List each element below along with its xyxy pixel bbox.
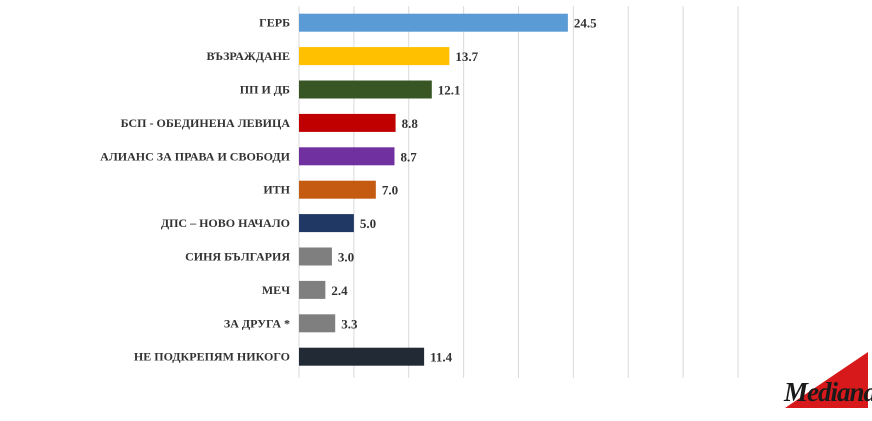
category-label: МЕЧ: [262, 283, 290, 297]
labels: ГЕРБ 24.5 ВЪЗРАЖДАНЕ 13.7 ПП И ДБ 12.1 БСП - О…: [100, 16, 597, 365]
value-label: 24.5: [574, 16, 597, 31]
category-label: ЗА ДРУГА *: [224, 316, 290, 330]
value-label: 5.0: [360, 216, 376, 231]
category-label: ВЪЗРАЖДАНЕ: [207, 49, 290, 63]
category-label: НЕ ПОДКРЕПЯМ НИКОГО: [134, 350, 290, 364]
value-label: 13.7: [455, 49, 478, 64]
bar: [299, 180, 376, 199]
category-label: БСП - ОБЕДИНЕНА ЛЕВИЦА: [121, 116, 291, 130]
category-label: АЛИАНС ЗА ПРАВА И СВОБОДИ: [100, 149, 290, 163]
bar: [299, 314, 336, 333]
value-label: 11.4: [430, 350, 453, 365]
category-label: ПП И ДБ: [240, 83, 290, 97]
bar: [299, 13, 568, 32]
category-label: ДПС – НОВО НАЧАЛО: [161, 216, 290, 230]
bar: [299, 214, 354, 233]
value-label: 3.0: [338, 250, 354, 265]
category-label: ГЕРБ: [259, 16, 290, 30]
mediana-logo: Mediana: [783, 352, 872, 408]
bar: [299, 280, 326, 299]
bar: [299, 47, 450, 66]
logo-text: Mediana: [783, 377, 872, 407]
logo-accent-triangle: [785, 352, 868, 408]
value-label: 12.1: [438, 83, 461, 98]
bar: [299, 147, 395, 166]
bar: [299, 80, 432, 99]
value-label: 8.7: [400, 149, 417, 164]
category-label: СИНЯ БЪЛГАРИЯ: [185, 250, 290, 264]
bar: [299, 347, 425, 366]
value-label: 8.8: [402, 116, 419, 131]
value-label: 2.4: [331, 283, 348, 298]
value-label: 3.3: [341, 316, 358, 331]
bars: [299, 13, 568, 366]
bar: [299, 247, 332, 266]
bar: [299, 113, 396, 132]
value-label: 7.0: [382, 183, 398, 198]
category-label: ИТН: [263, 183, 290, 197]
gridlines: [298, 6, 739, 378]
